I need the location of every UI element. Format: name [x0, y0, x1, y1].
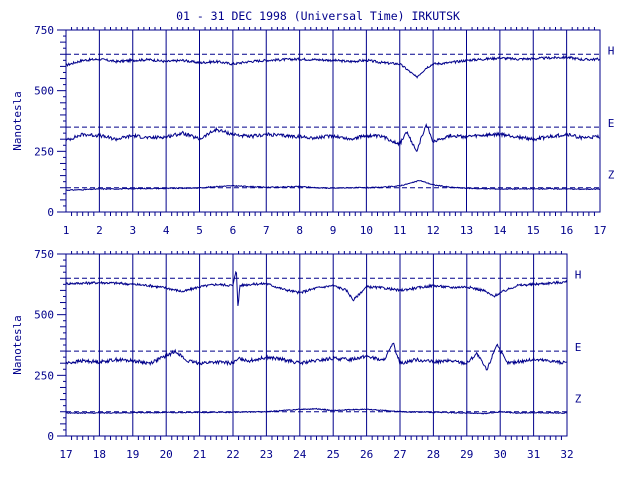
y-tick-label: 250	[34, 369, 54, 382]
y-tick-label: 500	[34, 85, 54, 98]
chart-title: 01 - 31 DEC 1998 (Universal Time) IRKUTS…	[176, 9, 460, 23]
x-tick-label: 4	[163, 224, 170, 237]
series-e-trace	[65, 122, 601, 152]
series-z-label: Z	[575, 393, 582, 406]
x-tick-label: 13	[460, 224, 473, 237]
series-h-label: H	[608, 44, 615, 57]
x-tick-label: 17	[59, 448, 72, 461]
x-tick-label: 1	[63, 224, 70, 237]
y-axis-label: Nanotesla	[11, 91, 24, 151]
x-tick-label: 24	[293, 448, 307, 461]
x-tick-label: 12	[427, 224, 440, 237]
y-tick-label: 750	[34, 24, 54, 37]
x-tick-label: 6	[230, 224, 237, 237]
series-z-trace	[65, 180, 601, 192]
y-tick-label: 250	[34, 145, 54, 158]
x-tick-label: 28	[427, 448, 440, 461]
x-tick-label: 2	[96, 224, 103, 237]
y-tick-label: 0	[47, 430, 54, 443]
x-tick-label: 16	[560, 224, 573, 237]
x-tick-label: 8	[296, 224, 303, 237]
y-tick-label: 0	[47, 206, 54, 219]
y-tick-label: 750	[34, 248, 54, 261]
x-tick-label: 31	[527, 448, 540, 461]
x-tick-label: 15	[527, 224, 540, 237]
x-tick-label: 17	[593, 224, 606, 237]
x-tick-label: 25	[327, 448, 340, 461]
series-e-trace	[65, 342, 568, 371]
x-tick-label: 10	[360, 224, 373, 237]
series-e-label: E	[575, 341, 582, 354]
panel-bottom: 17 18 19 20 21 22 23 24 25 26 27 28 29 30 31 32 0 250 500 7…	[11, 248, 582, 461]
series-h-trace	[65, 54, 601, 79]
x-tick-label: 18	[93, 448, 106, 461]
x-tick-label: 20	[160, 448, 173, 461]
x-tick-label: 26	[360, 448, 373, 461]
x-tick-label: 22	[226, 448, 239, 461]
series-z-label: Z	[608, 169, 615, 182]
y-axis-label: Nanotesla	[11, 315, 24, 375]
x-tick-label: 7	[263, 224, 270, 237]
x-tick-label: 14	[493, 224, 507, 237]
series-e-label: E	[608, 117, 615, 130]
series-h-label: H	[575, 268, 582, 281]
x-tick-label: 19	[126, 448, 139, 461]
x-tick-label: 11	[393, 224, 406, 237]
x-tick-label: 27	[393, 448, 406, 461]
x-tick-label: 5	[196, 224, 203, 237]
panel-top: 1 2 3 4 5 6 7 8 9 10 11 12 13 14 15 16 170250500750Nanot…	[11, 24, 615, 237]
x-tick-label: 3	[129, 224, 136, 237]
x-tick-label: 21	[193, 448, 206, 461]
y-tick-label: 500	[34, 309, 54, 322]
series-z-trace	[65, 407, 568, 415]
x-tick-label: 9	[330, 224, 337, 237]
x-tick-label: 30	[494, 448, 507, 461]
x-tick-label: 32	[560, 448, 573, 461]
series-h-trace	[65, 270, 568, 306]
x-tick-label: 29	[460, 448, 473, 461]
x-tick-label: 23	[260, 448, 273, 461]
